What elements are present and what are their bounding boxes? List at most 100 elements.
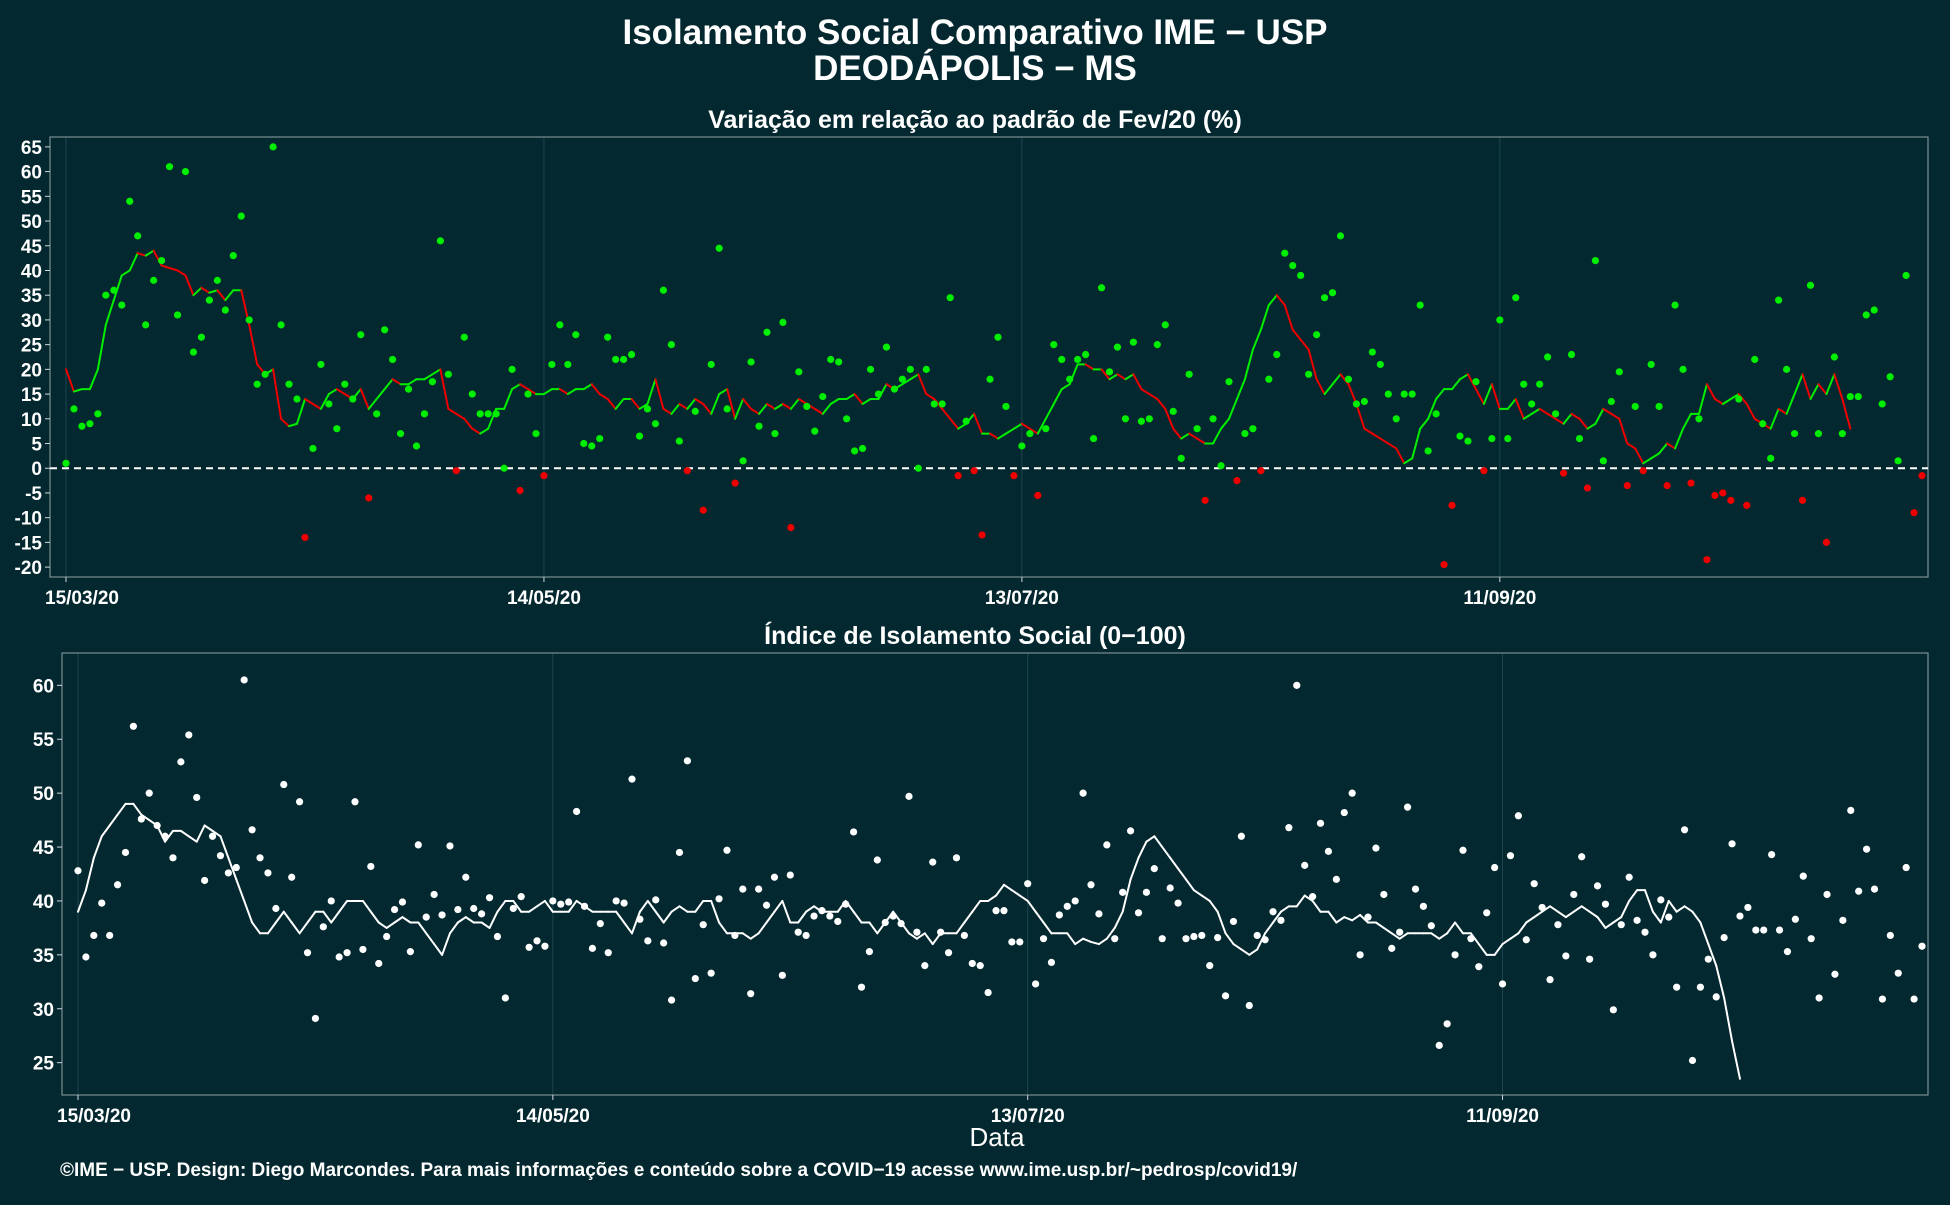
panel2-trend-segment bbox=[567, 899, 578, 913]
panel2-trend-segment bbox=[1620, 899, 1631, 919]
panel2-trend-segment bbox=[1066, 932, 1077, 946]
panel1-trend-segment bbox=[1196, 437, 1207, 445]
panel1-data-point bbox=[1225, 378, 1233, 386]
panel1-trend-segment bbox=[925, 393, 936, 401]
panel1-data-point bbox=[1663, 481, 1671, 490]
panel2-data-point bbox=[224, 869, 232, 877]
panel2-trend-segment bbox=[623, 921, 633, 935]
panel2-data-point bbox=[1736, 912, 1744, 920]
panel1-trend-segment bbox=[1395, 447, 1406, 465]
panel1-data-point bbox=[134, 232, 142, 240]
panel2-data-point bbox=[810, 912, 818, 920]
panel1-trend-segment bbox=[431, 368, 442, 376]
panel1-trend-segment bbox=[989, 432, 999, 440]
panel2-trend-segment bbox=[955, 921, 966, 935]
panel1-data-point bbox=[253, 380, 261, 388]
panel1-data-point bbox=[1751, 355, 1759, 364]
panel1-y-tick-label: 20 bbox=[21, 360, 42, 381]
panel1-data-point bbox=[484, 410, 492, 418]
panel2-data-point bbox=[1870, 885, 1879, 893]
panel2-trend-segment bbox=[1153, 835, 1164, 849]
panel1-trend-segment bbox=[598, 393, 609, 401]
panel1-y-tick-label: 50 bbox=[21, 212, 42, 233]
panel1-trend-segment bbox=[1594, 407, 1605, 425]
panel1-trend-segment bbox=[1243, 348, 1254, 381]
panel1-data-point bbox=[1249, 425, 1257, 433]
panel2-title: Índice de Isolamento Social (0−100) bbox=[764, 621, 1186, 650]
panel2-data-point bbox=[834, 917, 842, 926]
panel1-trend-segment bbox=[1044, 402, 1055, 420]
panel1-data-point bbox=[197, 333, 206, 341]
panel2-data-point bbox=[1063, 902, 1071, 910]
panel2-trend-segment bbox=[1572, 905, 1583, 913]
panel2-trend-segment bbox=[1303, 894, 1314, 902]
panel2-trend-segment bbox=[1232, 943, 1243, 951]
panel1-trend-segment bbox=[750, 407, 761, 415]
panel1-data-point bbox=[157, 256, 166, 265]
panel2-trend-segment bbox=[678, 905, 689, 913]
panel2-data-point bbox=[1126, 827, 1135, 835]
panel2-data-point bbox=[1403, 803, 1412, 811]
panel1-trend-segment bbox=[1267, 294, 1278, 307]
panel2-trend-segment bbox=[757, 921, 768, 935]
panel2-trend-segment bbox=[282, 910, 293, 924]
panel2-data-point bbox=[1570, 890, 1578, 899]
panel2-trend-segment bbox=[496, 899, 507, 913]
panel2-data-point bbox=[952, 854, 961, 862]
panel1-data-point bbox=[619, 355, 628, 364]
panel1-trend-segment bbox=[1522, 412, 1533, 420]
panel2-data-point bbox=[1554, 921, 1562, 929]
panel1-data-point bbox=[181, 168, 190, 176]
panel1-trend-segment bbox=[288, 422, 299, 428]
panel2-data-point bbox=[1855, 887, 1863, 895]
panel2-data-point bbox=[889, 912, 897, 920]
panel2-data-point bbox=[826, 912, 834, 920]
panel2-trend-segment bbox=[1034, 910, 1045, 924]
panel1-data-point bbox=[1480, 467, 1488, 475]
panel1-data-point bbox=[229, 252, 237, 260]
panel2-data-point bbox=[818, 907, 826, 915]
panel2-data-point bbox=[1221, 992, 1230, 1000]
panel2-data-point bbox=[1704, 955, 1712, 963]
panel1-data-point bbox=[1360, 397, 1369, 406]
panel1-trend-segment bbox=[1164, 407, 1175, 430]
panel1-trend-segment bbox=[391, 378, 402, 386]
panel2-trend-segment bbox=[211, 829, 222, 838]
panel2-data-point bbox=[565, 898, 573, 906]
panel1-trend-segment bbox=[638, 402, 649, 410]
panel2-data-point bbox=[1752, 926, 1760, 934]
panel1-data-point bbox=[922, 365, 930, 373]
panel2-data-point bbox=[1831, 970, 1839, 978]
panel2-data-point bbox=[74, 867, 82, 875]
panel2-trend-segment bbox=[1651, 910, 1662, 924]
panel1-data-point bbox=[524, 390, 532, 398]
panel2-data-point bbox=[628, 775, 636, 783]
panel1-data-point bbox=[970, 467, 978, 475]
panel1-data-point bbox=[1631, 402, 1639, 411]
panel1-trend-segment bbox=[949, 417, 960, 430]
panel1-trend-segment bbox=[1227, 398, 1238, 420]
panel1-trend-segment bbox=[1729, 393, 1740, 401]
panel1-data-point bbox=[691, 407, 699, 415]
panel2-data-point bbox=[1514, 812, 1522, 820]
panel1-data-point bbox=[508, 365, 516, 373]
panel2-data-point bbox=[660, 939, 668, 947]
panel2-data-point bbox=[913, 928, 921, 936]
panel2-data-point bbox=[1696, 983, 1705, 991]
panel2-data-point bbox=[1309, 893, 1317, 901]
panel1-data-point bbox=[811, 427, 819, 435]
panel1-trend-segment bbox=[558, 388, 569, 396]
panel2-trend-segment bbox=[718, 921, 728, 935]
panel2-data-point bbox=[549, 897, 557, 905]
panel1-trend-segment bbox=[1331, 373, 1342, 386]
panel2-data-point bbox=[82, 953, 90, 961]
panel1-trend-segment bbox=[1403, 457, 1414, 465]
panel2-data-point bbox=[1744, 903, 1752, 912]
panel1-data-point bbox=[1169, 407, 1177, 415]
panel2-trend-segment bbox=[1129, 856, 1140, 881]
panel1-data-point bbox=[747, 358, 755, 366]
panel2-trend-segment bbox=[227, 856, 238, 881]
panel1-trend-segment bbox=[1363, 427, 1374, 435]
panel2-data-point bbox=[1760, 926, 1768, 934]
panel1-data-point bbox=[659, 286, 668, 294]
